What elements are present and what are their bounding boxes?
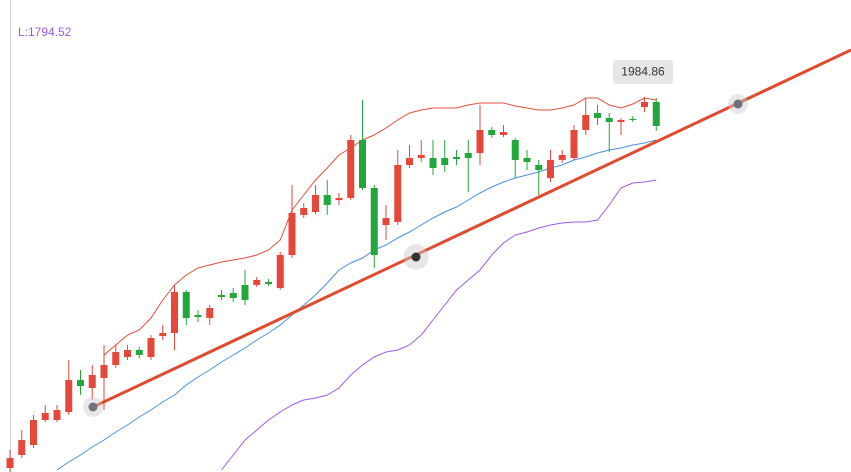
candle-body — [641, 102, 648, 107]
candle-body — [476, 130, 484, 153]
candle-body — [429, 158, 437, 168]
candle-body — [41, 413, 49, 420]
candle-body — [652, 102, 660, 126]
candle-body — [382, 218, 390, 225]
candle-body — [241, 285, 249, 300]
candle-body — [206, 308, 214, 318]
tooltip-box — [613, 60, 673, 84]
candle-body — [135, 350, 143, 355]
candle-body — [359, 140, 366, 188]
candle-body — [453, 157, 460, 159]
candle-body — [312, 195, 319, 212]
candle-body — [253, 280, 261, 285]
candles — [6, 97, 660, 472]
candle-body — [370, 188, 378, 255]
anchor[interactable] — [88, 402, 98, 412]
candle-body — [182, 292, 190, 318]
candle-body — [147, 338, 155, 357]
bands — [56, 97, 657, 471]
candle-body — [265, 282, 272, 284]
candle-body — [629, 119, 637, 120]
candle-body — [594, 113, 601, 118]
candle-body — [558, 155, 566, 160]
candle-body — [347, 140, 355, 198]
candle-body — [582, 115, 590, 130]
candle-body — [53, 410, 61, 420]
candle-body — [77, 380, 84, 386]
candle-body — [511, 140, 519, 160]
candle-body — [276, 255, 284, 288]
candle-body — [417, 155, 425, 158]
candle-body — [229, 293, 237, 298]
candle-body — [124, 350, 131, 357]
candle-body — [112, 352, 120, 365]
candle-body — [605, 118, 613, 122]
candle-body — [488, 130, 496, 135]
info-label: L:1794.52 — [18, 25, 72, 39]
trend-line — [83, 48, 851, 417]
candle-body — [171, 292, 178, 333]
candle-body — [159, 333, 167, 336]
candle-body — [523, 158, 531, 162]
candle-body — [464, 153, 472, 158]
candle-body — [547, 160, 554, 178]
candle-body — [288, 213, 296, 255]
tooltip-text: 1984.86 — [621, 65, 665, 79]
candle-body — [218, 295, 225, 297]
band-line — [56, 139, 657, 471]
candle-body — [194, 315, 202, 317]
candle-body — [406, 158, 413, 165]
candle-body — [88, 375, 96, 388]
candle-body — [18, 440, 26, 455]
tooltip: 1984.86 — [613, 60, 673, 84]
candle-body — [100, 365, 108, 378]
candle-body — [323, 195, 331, 205]
trend-segment — [92, 48, 851, 409]
candle-body — [300, 208, 308, 215]
candle-body — [535, 165, 543, 170]
candle-body — [30, 420, 37, 445]
band-line — [221, 179, 657, 471]
candle-body — [441, 158, 449, 165]
candle-body — [394, 165, 402, 222]
candle-body — [335, 198, 343, 200]
candle-body — [617, 120, 625, 122]
candle-body — [65, 380, 73, 412]
candle-body — [500, 132, 507, 135]
candle-body — [570, 130, 578, 158]
candle-body — [6, 458, 14, 468]
anchor[interactable] — [411, 252, 421, 262]
anchor[interactable] — [733, 99, 743, 109]
band-line — [103, 97, 657, 356]
